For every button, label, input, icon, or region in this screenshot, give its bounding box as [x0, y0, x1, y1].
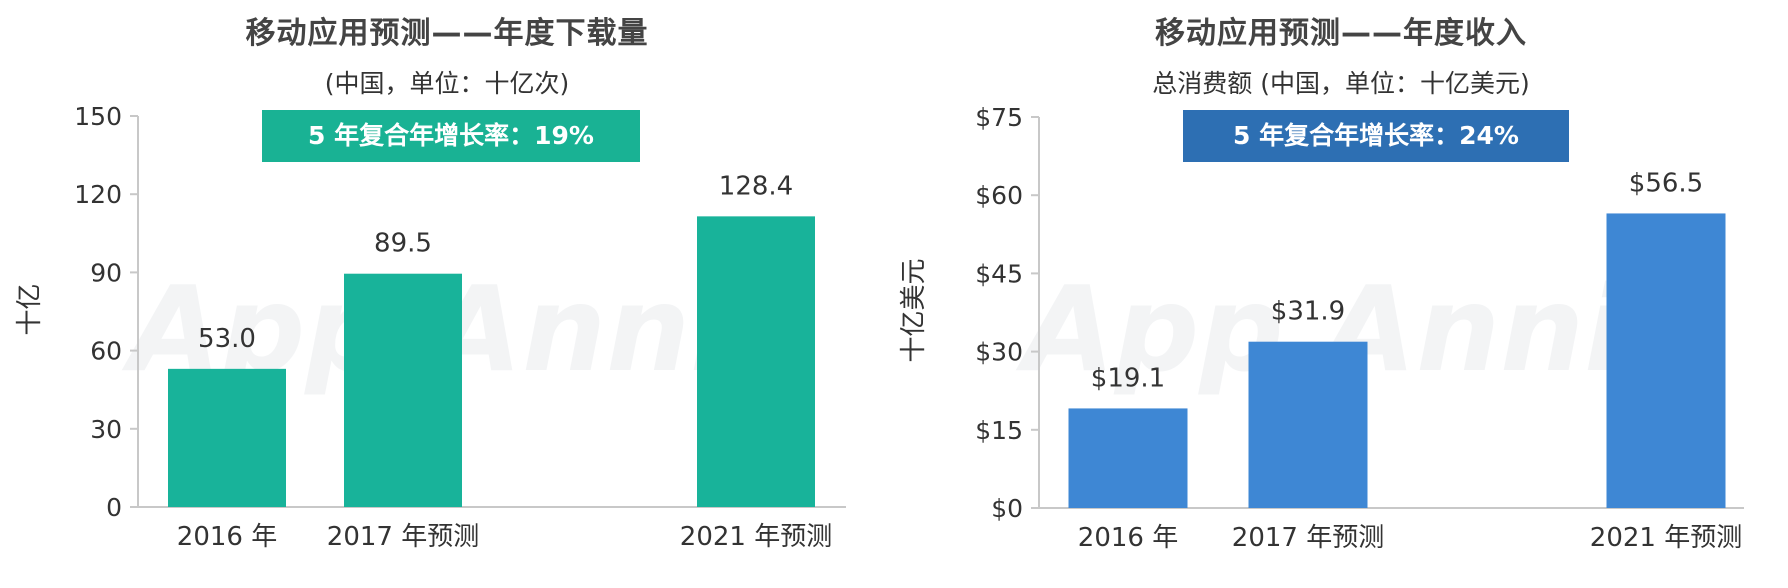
bar	[1606, 213, 1726, 509]
x-tick-label: 2021 年预测	[1590, 523, 1742, 553]
y-tick-label: $0	[991, 494, 1023, 523]
bar	[1248, 341, 1368, 508]
y-tick-label: $60	[975, 181, 1023, 210]
x-tick-label: 2017 年预测	[1232, 523, 1384, 553]
data-label: $19.1	[1091, 363, 1165, 393]
y-tick-label: $45	[975, 259, 1023, 288]
y-tick-label: $30	[975, 338, 1023, 367]
y-tick-label: 150	[74, 102, 122, 131]
chart-subtitle: 总消费额 (中国，单位：十亿美元)	[1152, 69, 1530, 98]
bar	[344, 273, 462, 507]
y-tick-label: 60	[90, 337, 122, 366]
chart-title: 移动应用预测——年度收入	[1155, 16, 1527, 51]
bar	[697, 216, 815, 507]
cagr-badge: 5 年复合年增长率：19%	[262, 110, 640, 162]
revenue-bar-chart: App Annie$0$15$30$45$60$75十亿美元$19.12016 …	[899, 103, 1744, 553]
bar	[1068, 408, 1188, 508]
y-tick-label: 90	[90, 258, 122, 287]
y-tick-label: $15	[975, 416, 1023, 445]
revenue-chart-panel: 移动应用预测——年度收入 总消费额 (中国，单位：十亿美元) App Annie…	[894, 0, 1788, 588]
x-tick-label: 2017 年预测	[327, 522, 479, 552]
x-tick-label: 2021 年预测	[680, 522, 832, 552]
y-tick-label: 30	[90, 415, 122, 444]
chart-title: 移动应用预测——年度下载量	[245, 16, 649, 51]
y-tick-label: $75	[975, 103, 1023, 132]
x-tick-label: 2016 年	[177, 522, 277, 552]
chart-subtitle: (中国，单位：十亿次)	[324, 69, 570, 98]
y-tick-label: 120	[74, 180, 122, 209]
downloads-chart-panel: 移动应用预测——年度下载量 (中国，单位：十亿次) App Annie 0 30 60…	[15, 16, 846, 552]
cagr-badge: 5 年复合年增长率：24%	[1183, 110, 1569, 162]
data-label: 128.4	[719, 171, 793, 201]
y-axis-title: 十亿美元	[899, 258, 929, 362]
data-label: $56.5	[1629, 168, 1703, 198]
x-tick-label: 2016 年	[1078, 523, 1178, 553]
y-tick-label: 0	[106, 493, 122, 522]
bar	[168, 368, 286, 507]
data-label: 53.0	[198, 324, 256, 354]
y-axis-title: 十亿	[15, 283, 45, 335]
data-label: $31.9	[1271, 297, 1345, 327]
data-label: 89.5	[374, 229, 432, 259]
